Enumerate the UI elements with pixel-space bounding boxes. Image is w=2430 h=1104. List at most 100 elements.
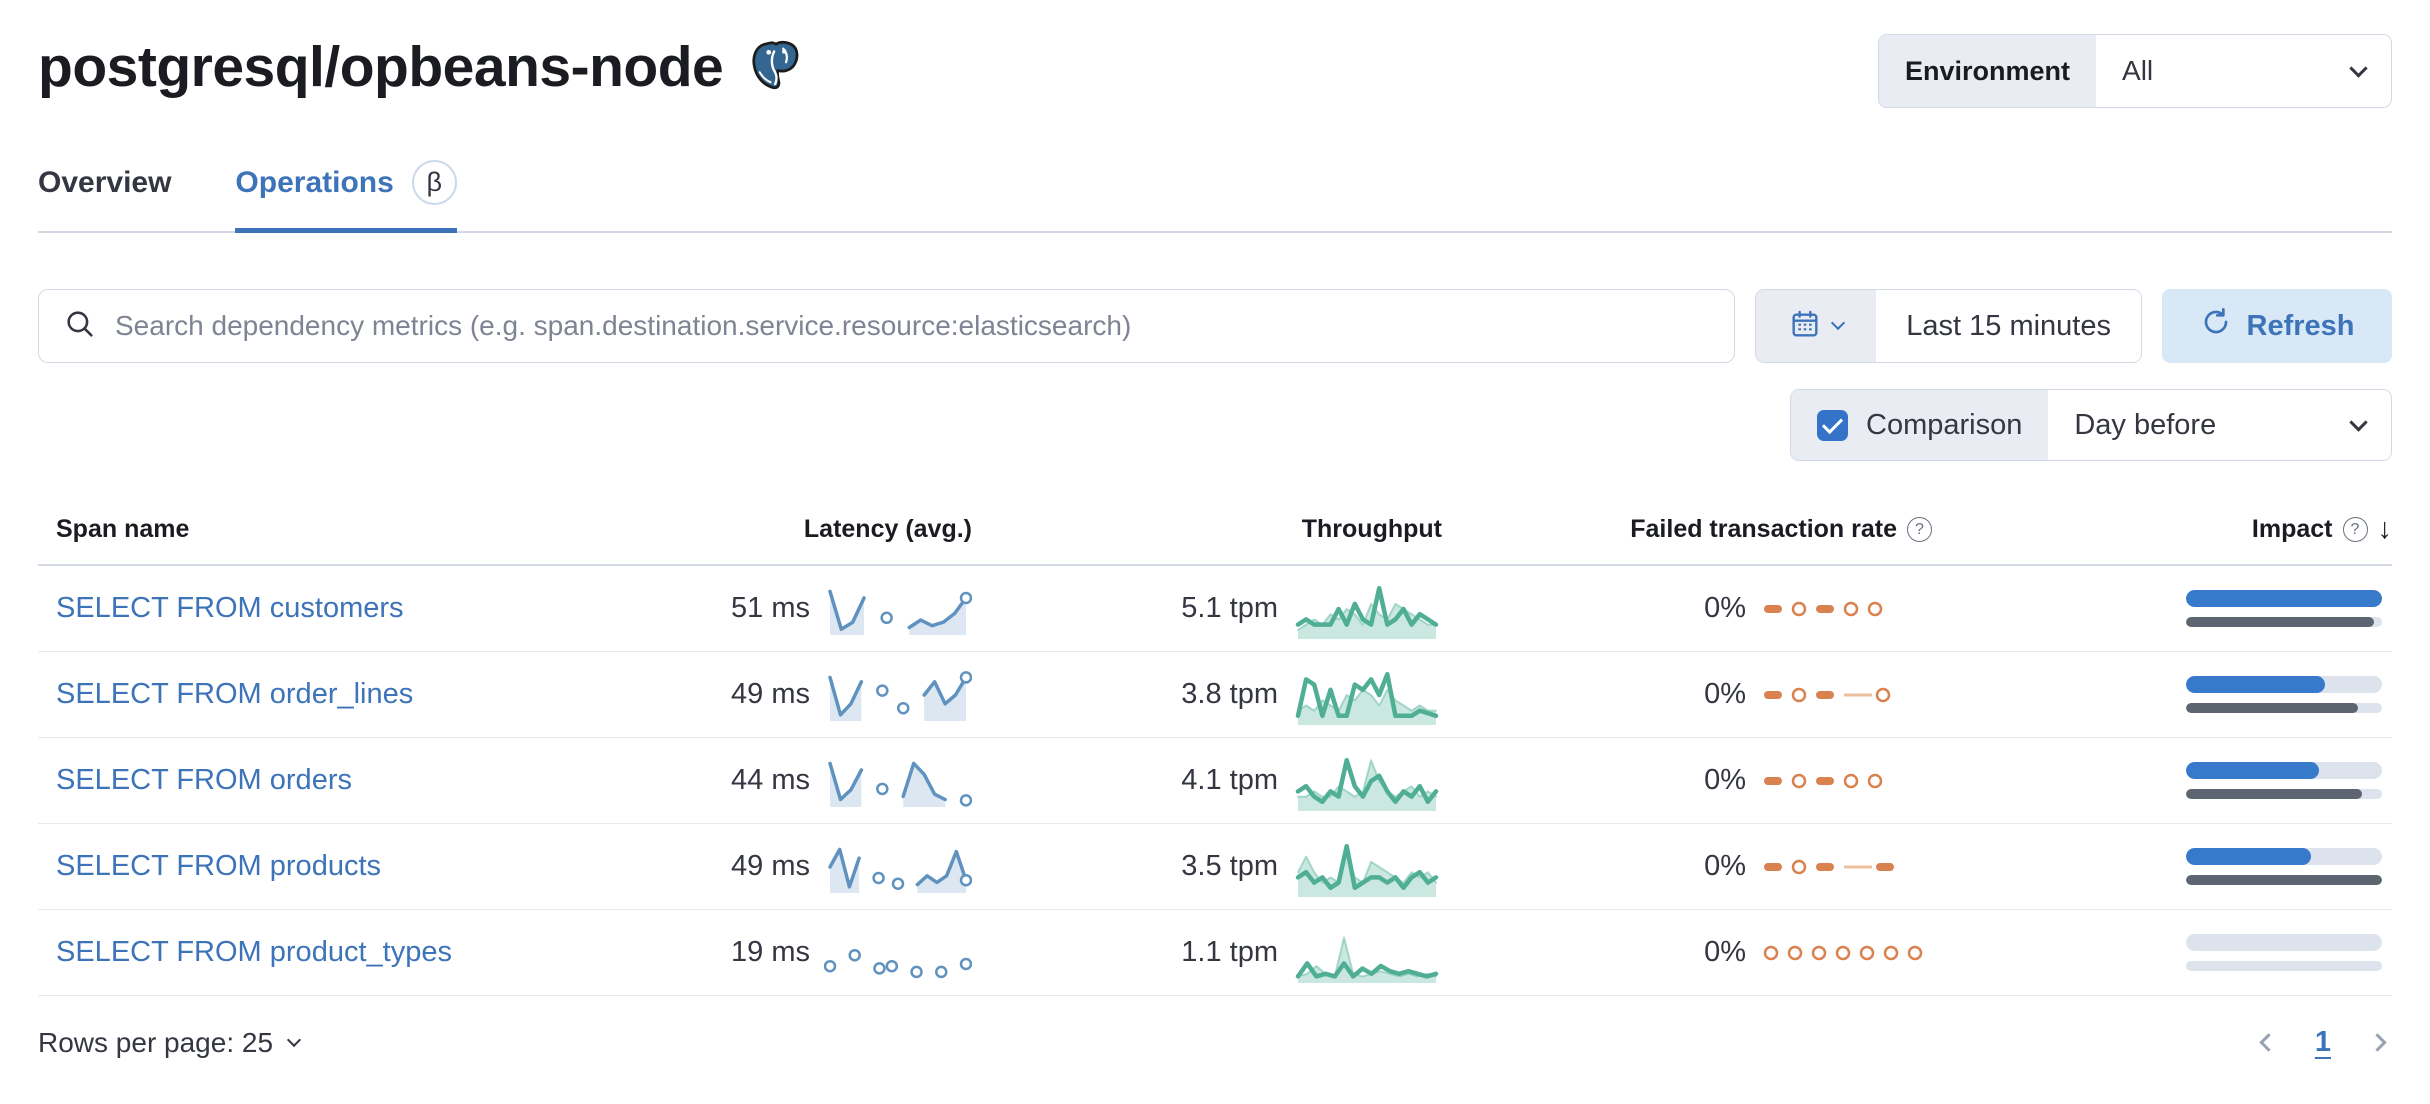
comparison-checkbox[interactable] [1817, 409, 1848, 441]
impact-current-track [2186, 590, 2382, 607]
failed-rate-sparkline [1764, 773, 1883, 788]
column-span-name: Span name [56, 515, 190, 543]
impact-cell [1932, 676, 2392, 713]
impact-current-track [2186, 934, 2382, 951]
time-range-value[interactable]: Last 15 minutes [1876, 290, 2141, 362]
failed-rate-sparkline [1764, 687, 1891, 702]
rows-per-page-label: Rows per page: 25 [38, 1026, 274, 1058]
latency-cell: 49 ms [542, 839, 972, 895]
impact-current-bar [2186, 676, 2326, 693]
help-icon[interactable]: ? [2342, 517, 2368, 542]
failed-rate-sparkline [1763, 945, 1923, 960]
environment-label: Environment [1879, 35, 2097, 107]
throughput-sparkline [1295, 843, 1439, 897]
impact-bars [2186, 762, 2382, 799]
throughput-cell: 5.1 tpm [972, 577, 1442, 641]
failed-rate-sparkline [1764, 601, 1883, 616]
environment-value[interactable]: All [2096, 35, 2391, 107]
rows-per-page-button[interactable]: Rows per page: 25 [38, 1026, 302, 1059]
impact-current-bar [2186, 762, 2320, 779]
latency-sparkline [828, 761, 972, 807]
failed-rate-value: 0% [1704, 764, 1746, 796]
impact-previous-track [2186, 703, 2382, 713]
latency-sparkline [828, 847, 972, 893]
refresh-button[interactable]: Refresh [2162, 289, 2392, 363]
column-throughput: Throughput [1301, 515, 1442, 543]
page-header: postgresql/opbeans-node Environment All [38, 34, 2392, 108]
title-wrap: postgresql/opbeans-node [38, 34, 805, 100]
throughput-sparkline [1295, 757, 1439, 811]
impact-bars [2186, 676, 2382, 713]
table-header: Span name Latency (avg.) Throughput Fail… [38, 513, 2392, 566]
failed-rate-sparkline [1764, 859, 1894, 874]
tab-operations-label: Operations [235, 165, 394, 199]
span-name-link[interactable]: SELECT FROM product_types [56, 936, 452, 968]
help-icon[interactable]: ? [1907, 517, 1932, 542]
postgresql-elephant-icon [747, 35, 805, 100]
page-title: postgresql/opbeans-node [38, 35, 724, 99]
throughput-value: 4.1 tpm [1181, 764, 1278, 796]
comparison-control: Comparison Day before [1790, 389, 2392, 461]
span-name-link[interactable]: SELECT FROM products [56, 850, 382, 882]
failed-rate-cell: 0% [1442, 675, 1932, 715]
span-name-link[interactable]: SELECT FROM customers [56, 592, 404, 624]
impact-current-track [2186, 676, 2382, 693]
previous-page-icon[interactable] [2259, 1033, 2278, 1052]
throughput-cell: 3.5 tpm [972, 835, 1442, 899]
throughput-value: 5.1 tpm [1181, 592, 1278, 624]
chevron-down-icon [2349, 412, 2368, 432]
next-page-icon[interactable] [2368, 1033, 2387, 1052]
column-latency: Latency (avg.) [803, 515, 972, 543]
page-number[interactable]: 1 [2314, 1026, 2331, 1058]
throughput-value: 1.1 tpm [1181, 936, 1278, 968]
throughput-sparkline [1295, 585, 1439, 639]
latency-cell: 49 ms [542, 667, 972, 723]
throughput-sparkline [1295, 935, 1439, 983]
span-name-link[interactable]: SELECT FROM orders [56, 764, 352, 796]
search-input[interactable]: Search dependency metrics (e.g. span.des… [38, 289, 1736, 363]
comparison-toggle: Comparison [1791, 390, 2049, 460]
impact-previous-track [2186, 789, 2382, 799]
failed-rate-cell: 0% [1442, 589, 1932, 629]
environment-select[interactable]: Environment All [1878, 34, 2392, 108]
throughput-value: 3.8 tpm [1181, 678, 1278, 710]
latency-sparkline [824, 948, 972, 978]
latency-value: 51 ms [731, 592, 810, 624]
tab-bar: Overview Operations β [38, 160, 2392, 233]
failed-rate-value: 0% [1704, 850, 1746, 882]
latency-cell: 51 ms [542, 581, 972, 637]
impact-previous-track [2186, 875, 2382, 885]
comparison-label: Comparison [1866, 408, 2023, 441]
failed-rate-cell: 0% [1442, 847, 1932, 887]
column-impact[interactable]: Impact ? ↓ [1932, 513, 2392, 546]
sort-descending-icon: ↓ [2377, 513, 2393, 545]
impact-current-track [2186, 762, 2382, 779]
tab-overview[interactable]: Overview [38, 160, 171, 231]
refresh-label: Refresh [2246, 309, 2355, 342]
chevron-down-icon [1831, 315, 1846, 331]
latency-value: 49 ms [731, 678, 810, 710]
table-body: SELECT FROM customers 51 ms 5.1 tpm 0% [38, 566, 2392, 996]
impact-previous-bar [2186, 789, 2363, 799]
pagination: 1 [2259, 1026, 2392, 1059]
span-name-link[interactable]: SELECT FROM order_lines [56, 678, 414, 710]
throughput-sparkline [1295, 671, 1439, 725]
time-range-menu-button[interactable] [1756, 290, 1877, 362]
throughput-value: 3.5 tpm [1181, 850, 1278, 882]
time-range-picker: Last 15 minutes [1755, 289, 2142, 363]
calendar-icon [1789, 308, 1821, 345]
throughput-cell: 1.1 tpm [972, 921, 1442, 985]
latency-cell: 44 ms [542, 753, 972, 809]
impact-bars [2186, 848, 2382, 885]
tab-operations[interactable]: Operations β [235, 160, 458, 233]
column-failed-rate-label: Failed transaction rate [1630, 515, 1897, 543]
latency-value: 44 ms [731, 764, 810, 796]
impact-previous-track [2186, 961, 2382, 971]
comparison-select[interactable]: Day before [2048, 390, 2391, 460]
refresh-icon [2200, 306, 2232, 346]
impact-previous-bar [2186, 703, 2359, 713]
column-impact-label: Impact [2251, 515, 2333, 543]
impact-current-bar [2186, 848, 2312, 865]
latency-value: 19 ms [731, 936, 810, 968]
